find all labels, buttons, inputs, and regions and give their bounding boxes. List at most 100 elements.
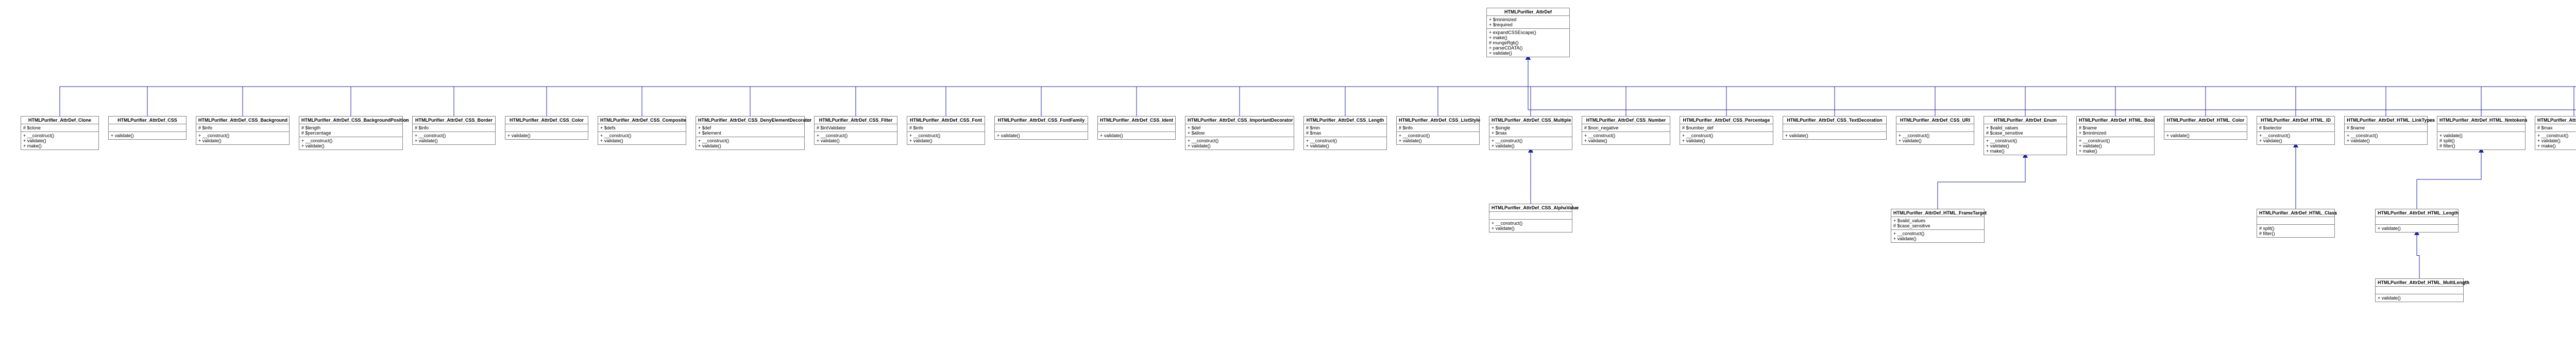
attributes-section <box>1783 124 1886 132</box>
attributes-section: # $number_def <box>1680 124 1773 132</box>
class-title: HTMLPurifier_AttrDef_HTML_Nmtokens <box>2437 117 2525 124</box>
class-title: HTMLPurifier_AttrDef_CSS_Border <box>413 117 495 124</box>
method-row: + validate() <box>698 143 802 148</box>
class-node[interactable]: HTMLPurifier_AttrDef_HTML_Class # split(… <box>2257 209 2335 238</box>
methods-section: + __construct()+ validate() <box>1896 132 1974 144</box>
attribute-row: # $intValidator <box>817 125 895 130</box>
methods-section: + __construct()+ validate() <box>1397 132 1479 144</box>
methods-section: + __construct()+ validate() <box>2345 132 2427 144</box>
class-node[interactable]: HTMLPurifier_AttrDef_CSS_TextDecoration … <box>1783 116 1887 140</box>
method-row: + make() <box>2537 143 2576 148</box>
method-row: # filter() <box>2259 231 2332 236</box>
class-title: HTMLPurifier_AttrDef_CSS_AlphaValue <box>1489 204 1572 212</box>
attributes-section: # $info <box>1397 124 1479 132</box>
methods-section: + __construct()+ validate() <box>1582 132 1670 144</box>
method-row: # mungeRgb() <box>1489 40 1567 45</box>
class-node[interactable]: HTMLPurifier_AttrDef_CSS + validate() <box>108 116 187 140</box>
methods-section: + validate() <box>109 132 186 139</box>
method-row: + validate() <box>817 138 895 143</box>
class-title: HTMLPurifier_AttrDef_CSS_BackgroundPosit… <box>299 117 402 124</box>
class-node[interactable]: HTMLPurifier_AttrDef_CSS_Color + validat… <box>505 116 588 140</box>
methods-section: + __construct()+ validate()+ make() <box>2535 132 2576 150</box>
class-node[interactable]: HTMLPurifier_AttrDef_CSS_DenyElementDeco… <box>696 116 805 150</box>
class-title: HTMLPurifier_AttrDef_HTML_Color <box>2164 117 2247 124</box>
class-node[interactable]: HTMLPurifier_AttrDef_HTML_LinkTypes# $na… <box>2344 116 2428 145</box>
class-title: HTMLPurifier_AttrDef_CSS_Multiple <box>1489 117 1572 124</box>
attributes-section <box>1098 124 1175 132</box>
method-row: + expandCSSEscape() <box>1489 30 1567 35</box>
attribute-row: + $valid_values <box>1986 125 2064 130</box>
class-node[interactable]: HTMLPurifier_AttrDef_Enum+ $valid_values… <box>1984 116 2067 155</box>
class-title: HTMLPurifier_AttrDef_CSS_Ident <box>1098 117 1175 124</box>
attribute-row: # $max <box>1306 130 1384 136</box>
class-node[interactable]: HTMLPurifier_AttrDef_CSS_Ident + validat… <box>1097 116 1176 140</box>
method-row: + make() <box>23 143 96 148</box>
attribute-row: # $clone <box>23 125 96 130</box>
class-node[interactable]: HTMLPurifier_AttrDef_HTML_Color + valida… <box>2164 116 2247 140</box>
attributes-section: # $info <box>196 124 289 132</box>
class-node[interactable]: HTMLPurifier_AttrDef_CSS_Filter# $intVal… <box>814 116 897 145</box>
methods-section: + validate()# split()# filter() <box>2437 132 2525 150</box>
method-row: + __construct() <box>817 133 895 138</box>
method-row: + validate() <box>1492 226 1570 231</box>
class-node[interactable]: HTMLPurifier_AttrDef_CSS_BackgroundPosit… <box>299 116 403 150</box>
attributes-section <box>2257 217 2334 225</box>
class-title: HTMLPurifier_AttrDef_CSS <box>109 117 186 124</box>
class-title: HTMLPurifier_AttrDef_CSS_Number <box>1582 117 1670 124</box>
method-row: + __construct() <box>1584 133 1668 138</box>
class-node[interactable]: HTMLPurifier_AttrDef_CSS_Background# $in… <box>196 116 290 145</box>
attributes-section: # $max <box>2535 124 2576 132</box>
class-node[interactable]: HTMLPurifier_AttrDef+ $minimized+ $requi… <box>1486 8 1570 57</box>
class-title: HTMLPurifier_AttrDef_CSS_Color <box>505 117 588 124</box>
method-row: + make() <box>2079 148 2152 154</box>
class-node[interactable]: HTMLPurifier_AttrDef_CSS_Multiple+ $sing… <box>1489 116 1572 150</box>
class-title: HTMLPurifier_AttrDef_CSS_Length <box>1304 117 1386 124</box>
class-title: HTMLPurifier_AttrDef_CSS_TextDecoration <box>1783 117 1886 124</box>
class-title: HTMLPurifier_AttrDef_HTML_Length <box>2376 209 2458 217</box>
method-row: + __construct() <box>1188 138 1292 143</box>
method-row: + validate() <box>997 133 1086 138</box>
attribute-row: + $max <box>1492 130 1570 136</box>
method-row: + validate() <box>600 138 684 143</box>
class-node[interactable]: HTMLPurifier_AttrDef_HTML_Pixels# $max+ … <box>2535 116 2576 150</box>
attribute-row: # $max <box>2537 125 2576 130</box>
method-row: + validate() <box>1899 138 1972 143</box>
class-title: HTMLPurifier_AttrDef_HTML_MultiLength <box>2376 279 2463 287</box>
class-node[interactable]: HTMLPurifier_AttrDef_HTML_FrameTarget+ $… <box>1891 209 1985 243</box>
method-row: + __construct() <box>2259 133 2332 138</box>
methods-section: + __construct()+ validate() <box>196 132 289 144</box>
attribute-row: # $info <box>415 125 493 130</box>
class-node[interactable]: HTMLPurifier_AttrDef_CSS_Length# $min# $… <box>1303 116 1387 150</box>
class-node[interactable]: HTMLPurifier_AttrDef_HTML_MultiLength + … <box>2375 278 2464 302</box>
class-node[interactable]: HTMLPurifier_AttrDef_CSS_Font# $info+ __… <box>907 116 985 145</box>
class-node[interactable]: HTMLPurifier_AttrDef_Clone# $clone+ __co… <box>21 116 99 150</box>
method-row: + parseCDATA() <box>1489 45 1567 51</box>
method-row: + validate() <box>2166 133 2245 138</box>
class-node[interactable]: HTMLPurifier_AttrDef_CSS_Percentage# $nu… <box>1680 116 1773 145</box>
class-title: HTMLPurifier_AttrDef_HTML_Bool <box>2077 117 2154 124</box>
method-row: + validate() <box>415 138 493 143</box>
class-node[interactable]: HTMLPurifier_AttrDef_CSS_ImportantDecora… <box>1185 116 1294 150</box>
method-row: # split() <box>2259 226 2332 231</box>
class-node[interactable]: HTMLPurifier_AttrDef_HTML_Nmtokens + val… <box>2437 116 2526 150</box>
class-node[interactable]: HTMLPurifier_AttrDef_HTML_Length + valid… <box>2375 209 2459 233</box>
class-node[interactable]: HTMLPurifier_AttrDef_CSS_FontFamily + va… <box>994 116 1088 140</box>
class-node[interactable]: HTMLPurifier_AttrDef_CSS_AlphaValue + __… <box>1489 204 1572 233</box>
class-node[interactable]: HTMLPurifier_AttrDef_CSS_URI + __constru… <box>1896 116 1974 145</box>
class-node[interactable]: HTMLPurifier_AttrDef_HTML_ID# $selector+… <box>2257 116 2335 145</box>
method-row: + validate() <box>2439 133 2523 138</box>
class-node[interactable]: HTMLPurifier_AttrDef_CSS_Border# $info + … <box>412 116 496 145</box>
class-title: HTMLPurifier_AttrDef_Enum <box>1984 117 2066 124</box>
method-row: + validate() <box>1986 143 2064 148</box>
class-node[interactable]: HTMLPurifier_AttrDef_CSS_Composite+ $def… <box>598 116 686 145</box>
class-node[interactable]: HTMLPurifier_AttrDef_HTML_Bool# $name+ $… <box>2076 116 2155 155</box>
methods-section: + __construct()+ validate()+ make() <box>21 132 98 150</box>
class-title: HTMLPurifier_AttrDef_CSS_Filter <box>815 117 897 124</box>
attribute-row: # $name <box>2079 125 2152 130</box>
class-node[interactable]: HTMLPurifier_AttrDef_CSS_ListStyle# $inf… <box>1396 116 1480 145</box>
attribute-row: # $info <box>909 125 982 130</box>
method-row: + validate() <box>1584 138 1668 143</box>
methods-section: + __construct()+ validate() <box>1304 137 1386 150</box>
attribute-row: + $minimized <box>2079 130 2152 136</box>
class-node[interactable]: HTMLPurifier_AttrDef_CSS_Number# $non_ne… <box>1582 116 1670 145</box>
